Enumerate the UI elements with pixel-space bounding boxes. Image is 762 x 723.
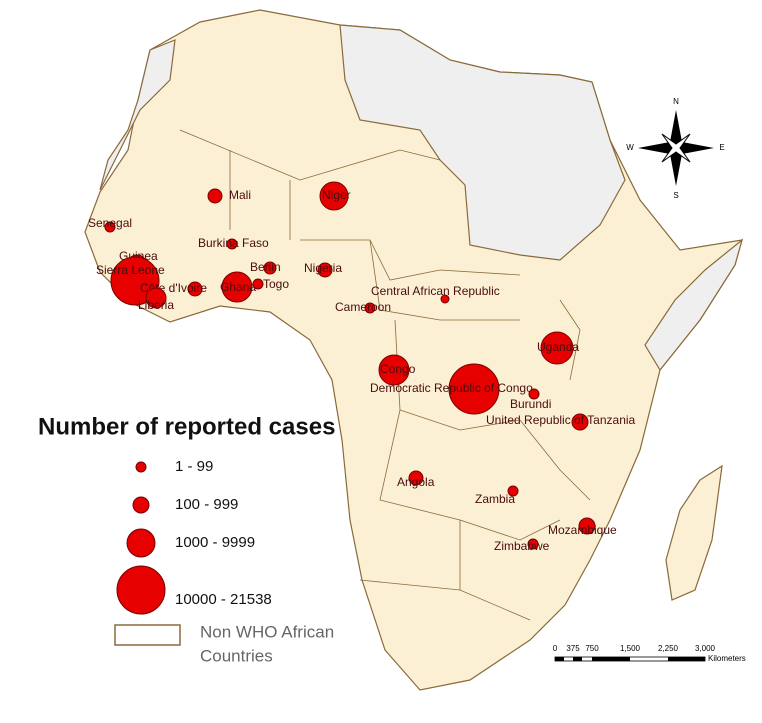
legend-label: 100 - 999 xyxy=(175,496,238,513)
legend: 1 - 99 100 - 999 1000 - 9999 10000 - 21538 xyxy=(116,458,272,615)
compass: N S E W xyxy=(626,97,724,200)
country-label: Niger xyxy=(322,188,351,202)
case-marker xyxy=(540,331,574,365)
case-marker xyxy=(378,354,410,386)
scale-label: 2,250 xyxy=(658,644,679,653)
country-label: Sierra Leone xyxy=(96,263,165,277)
compass-n: N xyxy=(673,97,679,106)
scale-label: 3,000 xyxy=(695,644,716,653)
country-label: Angola xyxy=(397,475,435,489)
case-marker xyxy=(317,262,333,278)
country-label: Zimbabwe xyxy=(494,539,550,553)
scale-segment xyxy=(668,657,705,661)
country-label: Zambia xyxy=(475,492,515,506)
legend-title: Number of reported cases xyxy=(38,413,335,440)
country-label: Burundi xyxy=(510,397,551,411)
scale-label: 750 xyxy=(585,644,599,653)
scale-unit: Kilometers xyxy=(708,654,746,663)
africa xyxy=(84,9,744,691)
compass-inner xyxy=(661,133,691,163)
legend-marker xyxy=(135,461,147,473)
country-label: Benin xyxy=(250,260,281,274)
borders xyxy=(179,129,591,621)
case-marker xyxy=(187,281,203,297)
legend-swatch xyxy=(114,624,181,646)
case-marker xyxy=(221,271,253,303)
scale-label: 375 xyxy=(566,644,580,653)
country-label: Ghana xyxy=(220,280,256,294)
legend-marker xyxy=(126,528,156,558)
legend-label: Countries xyxy=(200,646,273,665)
legend-label: 10000 - 21538 xyxy=(175,591,272,608)
country-label: Democratic Republic of Congo xyxy=(370,381,533,395)
compass-e: E xyxy=(719,143,724,152)
case-marker xyxy=(527,538,539,550)
case-marker xyxy=(578,517,596,535)
country-label: Uganda xyxy=(537,340,579,354)
compass-w: W xyxy=(626,143,634,152)
country-label: Central African Republic xyxy=(371,284,500,298)
case-marker xyxy=(263,261,277,275)
scale-segment xyxy=(555,657,564,661)
country-label: United Republic of Tanzania xyxy=(486,413,636,427)
legend-marker xyxy=(116,565,166,615)
country-label: Burkina Faso xyxy=(198,236,269,250)
scale-segment xyxy=(592,657,630,661)
case-marker xyxy=(440,294,450,304)
country-label: Mozambique xyxy=(548,523,617,537)
non-who-west xyxy=(99,39,176,191)
case-marker xyxy=(528,388,540,400)
country-label: Nigeria xyxy=(304,261,342,275)
compass-s: S xyxy=(673,191,678,200)
country-label: Mali xyxy=(229,188,251,202)
case-marker xyxy=(226,238,238,250)
scale-bar: Kilometers 0 375 750 1,500 2,250 3,000 xyxy=(553,644,746,663)
legend-marker xyxy=(132,496,150,514)
legend-label: 1000 - 9999 xyxy=(175,534,255,551)
non-who-north xyxy=(339,24,626,261)
case-marker xyxy=(145,287,167,309)
case-marker xyxy=(364,302,376,314)
country-label: Liberia xyxy=(138,298,174,312)
case-marker xyxy=(319,181,349,211)
case-marker xyxy=(104,221,116,233)
non-who-horn xyxy=(644,238,744,372)
case-marker xyxy=(408,470,424,486)
country-label: Congo xyxy=(380,362,416,376)
country-label: Togo xyxy=(263,277,289,291)
country-label: Cameroon xyxy=(335,300,391,314)
case-marker xyxy=(207,188,223,204)
country-label: Senegal xyxy=(88,216,132,230)
legend-label: 1 - 99 xyxy=(175,458,213,475)
case-marker xyxy=(571,413,589,431)
case-marker xyxy=(448,363,500,415)
scale-label: 1,500 xyxy=(620,644,641,653)
madagascar xyxy=(665,464,723,601)
scale-segment xyxy=(573,657,582,661)
case-marker xyxy=(252,278,264,290)
scale-label: 0 xyxy=(553,644,558,653)
legend-label: Non WHO African xyxy=(200,622,334,641)
case-marker xyxy=(507,485,519,497)
